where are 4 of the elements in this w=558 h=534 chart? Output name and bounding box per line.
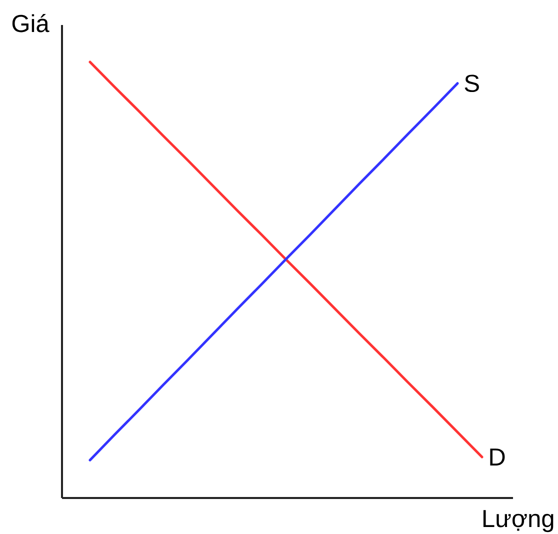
series-label: S bbox=[464, 74, 479, 92]
x-axis-title: Lượng bbox=[483, 510, 554, 532]
y-axis-title: Giá bbox=[12, 14, 50, 32]
series-label: D bbox=[490, 448, 505, 466]
